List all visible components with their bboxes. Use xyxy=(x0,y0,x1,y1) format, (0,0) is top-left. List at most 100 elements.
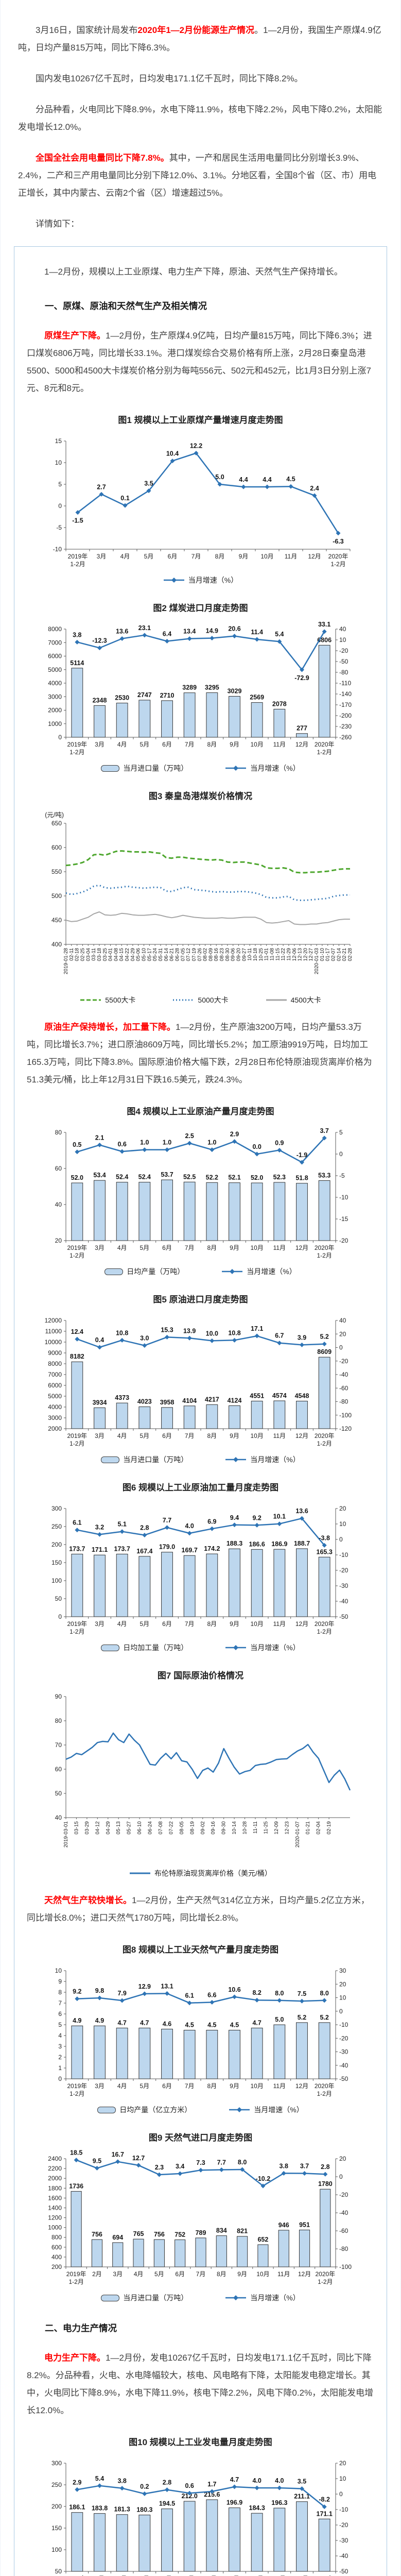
svg-text:04-01: 04-01 xyxy=(108,948,113,961)
svg-text:08-09: 08-09 xyxy=(208,948,214,961)
legend-label: 当月进口量（万吨） xyxy=(123,1455,188,1464)
svg-text:10月: 10月 xyxy=(250,1244,263,1251)
chart-legend: 当月增速（%） xyxy=(31,575,371,585)
legend-item: 5000大卡 xyxy=(172,995,229,1005)
bar-swatch-icon xyxy=(104,1268,124,1275)
svg-text:2020年1-2月: 2020年1-2月 xyxy=(328,553,348,568)
section-heading-coal-oil-gas: 一、原煤、原油和天然气生产及相关情况 xyxy=(45,301,207,311)
svg-text:0: 0 xyxy=(58,502,62,510)
svg-text:-200: -200 xyxy=(339,712,352,719)
svg-text:12.4: 12.4 xyxy=(71,1328,83,1335)
svg-text:10-25: 10-25 xyxy=(258,948,264,961)
svg-text:4: 4 xyxy=(58,2032,62,2039)
svg-text:02-07: 02-07 xyxy=(330,948,336,961)
svg-text:0.4: 0.4 xyxy=(95,1336,103,1344)
chart-legend: 当月进口量（万吨） 当月增速（%） xyxy=(31,2293,371,2303)
svg-text:03-18: 03-18 xyxy=(96,948,102,961)
svg-text:8月: 8月 xyxy=(207,1620,217,1628)
svg-text:186.9: 186.9 xyxy=(271,1540,287,1548)
legend-label: 日均产量（亿立方米） xyxy=(119,2106,192,2114)
svg-text:650: 650 xyxy=(51,820,61,827)
svg-text:2020-01-07: 2020-01-07 xyxy=(294,1821,300,1848)
section-heading-power: 二、电力生产情况 xyxy=(45,2323,117,2333)
svg-text:-20: -20 xyxy=(339,2521,348,2529)
svg-text:0.6: 0.6 xyxy=(185,2482,194,2489)
svg-text:04-15: 04-15 xyxy=(119,948,125,961)
bar-swatch-icon xyxy=(101,765,120,772)
svg-text:5.4: 5.4 xyxy=(95,2475,103,2482)
svg-text:1600: 1600 xyxy=(48,2194,62,2201)
svg-text:5.1: 5.1 xyxy=(117,1521,126,1528)
figure-1: 图1 规模以上工业原煤产量增速月度走势图 15 10 5 0 -5 -10 2019年 1-2月… xyxy=(31,413,371,585)
svg-text:2019-03-01: 2019-03-01 xyxy=(63,1821,69,1848)
svg-text:1200: 1200 xyxy=(48,2214,62,2222)
svg-text:2020年1-2月: 2020年1-2月 xyxy=(314,2082,334,2097)
svg-text:3.5: 3.5 xyxy=(144,480,153,487)
svg-text:12-13: 12-13 xyxy=(297,948,303,961)
line-swatch-icon xyxy=(229,2107,250,2112)
svg-text:756: 756 xyxy=(92,2231,102,2238)
svg-text:194.5: 194.5 xyxy=(159,2500,175,2507)
svg-text:3月: 3月 xyxy=(95,1244,104,1251)
svg-text:150: 150 xyxy=(51,2524,61,2532)
svg-text:3.4: 3.4 xyxy=(175,2163,184,2170)
legend-label: 4500大卡 xyxy=(290,996,321,1004)
svg-text:10月: 10月 xyxy=(260,553,273,560)
svg-text:-60: -60 xyxy=(339,1384,348,1392)
svg-text:12月: 12月 xyxy=(295,1620,308,1628)
svg-text:9月: 9月 xyxy=(230,1432,239,1439)
legend-item: 当月进口量（万吨） xyxy=(101,763,188,773)
svg-text:13.6: 13.6 xyxy=(115,628,128,635)
svg-text:4.5: 4.5 xyxy=(185,2022,194,2029)
svg-text:2020年1-2月: 2020年1-2月 xyxy=(314,1432,334,1447)
svg-text:2348: 2348 xyxy=(92,697,107,704)
chart-legend: 日均产量（亿立方米） 当月增速（%） xyxy=(31,2105,371,2115)
svg-text:07-05: 07-05 xyxy=(180,948,186,961)
svg-text:20: 20 xyxy=(339,1980,346,1988)
svg-text:8月: 8月 xyxy=(207,1244,217,1251)
svg-text:-20: -20 xyxy=(339,1358,348,1365)
svg-text:07-22: 07-22 xyxy=(168,1821,174,1835)
svg-text:52.0: 52.0 xyxy=(250,1174,263,1181)
svg-text:10: 10 xyxy=(55,459,62,466)
svg-text:-230: -230 xyxy=(339,723,352,730)
line-swatch-icon xyxy=(225,2295,247,2300)
svg-text:2400: 2400 xyxy=(48,2155,62,2162)
svg-text:-140: -140 xyxy=(339,690,352,698)
svg-text:-20: -20 xyxy=(339,2191,348,2198)
svg-text:17.1: 17.1 xyxy=(250,1325,263,1332)
svg-text:6月: 6月 xyxy=(162,1620,172,1628)
legend-item: 当月增速（%） xyxy=(225,763,300,773)
svg-text:51.8: 51.8 xyxy=(295,1175,308,1182)
svg-text:1736: 1736 xyxy=(69,2182,83,2190)
chart-legend: 当月进口量（万吨） 当月增速（%） xyxy=(31,1454,371,1465)
svg-text:-30: -30 xyxy=(339,2048,348,2056)
svg-text:4.5: 4.5 xyxy=(286,476,295,483)
svg-text:12月: 12月 xyxy=(295,1432,308,1439)
svg-text:14.9: 14.9 xyxy=(205,628,218,635)
svg-text:2.9: 2.9 xyxy=(230,1131,238,1138)
svg-text:02-19: 02-19 xyxy=(326,1821,332,1835)
line-swatch-icon xyxy=(225,1645,247,1650)
line-swatch-icon xyxy=(173,999,194,1001)
svg-text:-10: -10 xyxy=(339,1194,348,1201)
legend-item: 5500大卡 xyxy=(80,995,135,1005)
svg-text:6月: 6月 xyxy=(162,2082,172,2090)
svg-text:179.0: 179.0 xyxy=(159,1544,175,1551)
svg-text:5月: 5月 xyxy=(140,2082,149,2090)
svg-text:-10: -10 xyxy=(339,2506,348,2513)
svg-text:3000: 3000 xyxy=(48,1414,62,1421)
svg-text:2.8: 2.8 xyxy=(321,2163,329,2171)
svg-text:06-24: 06-24 xyxy=(147,1821,153,1835)
svg-text:0.5: 0.5 xyxy=(73,1141,81,1148)
legend-item: 当月增速（%） xyxy=(225,1642,300,1653)
svg-text:4.6: 4.6 xyxy=(162,2020,171,2027)
svg-text:12.2: 12.2 xyxy=(189,443,202,450)
svg-text:3.9: 3.9 xyxy=(297,1334,306,1341)
legend-item: 当月增速（%） xyxy=(163,575,238,585)
svg-text:2000: 2000 xyxy=(48,1425,62,1432)
svg-text:-60: -60 xyxy=(339,2227,348,2234)
